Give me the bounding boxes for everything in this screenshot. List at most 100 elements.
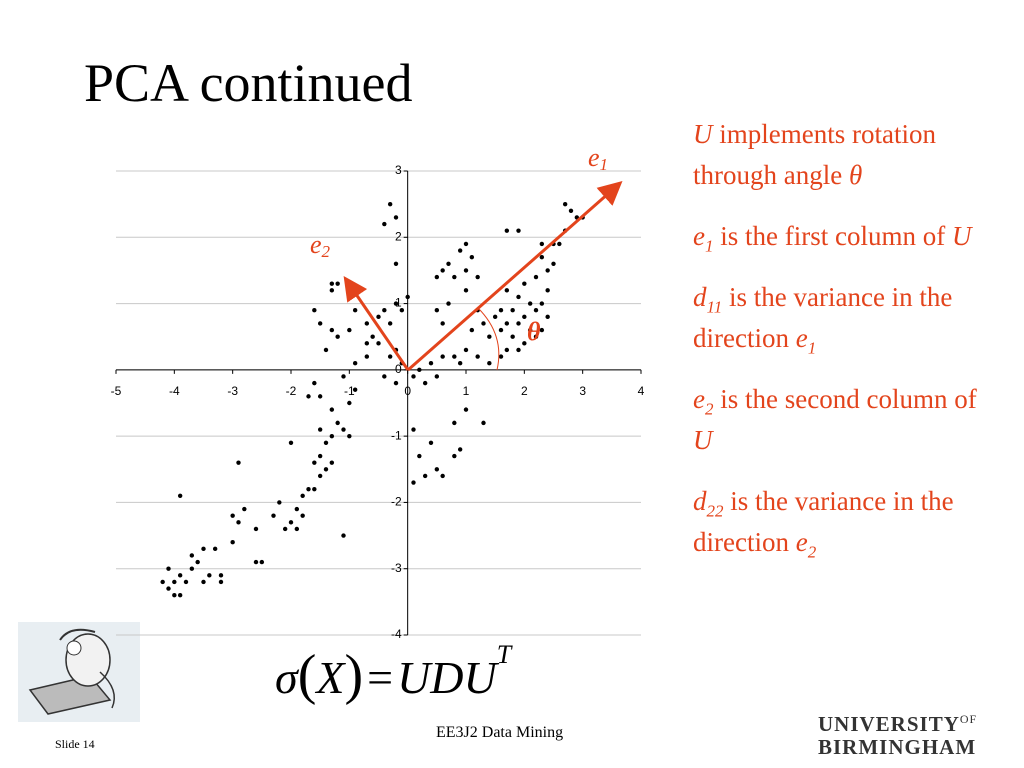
point: [440, 321, 445, 326]
point: [463, 347, 469, 353]
point: [347, 400, 352, 406]
point: [364, 341, 370, 346]
point: [352, 308, 358, 313]
point: [317, 473, 323, 479]
point: [428, 440, 434, 445]
point: [253, 526, 259, 532]
point: [510, 308, 515, 313]
y-tick-label: 2: [395, 229, 402, 243]
point: [463, 268, 469, 273]
plot: -4 -3 -2 -1 0 1 2 3 -5 -4 -3 -2 -1 0 1 2 3 4: [111, 163, 645, 641]
theta-arc: [477, 307, 500, 371]
point: [294, 526, 300, 532]
bullet: e2 is the second column of U: [693, 384, 977, 455]
point: [177, 493, 183, 498]
point: [300, 513, 305, 518]
point: [498, 354, 504, 359]
e2-arrow: [343, 276, 410, 371]
bullet: d11 is the variance in the direction e1: [693, 282, 953, 358]
point: [568, 208, 574, 213]
point: [376, 341, 381, 346]
point: [364, 321, 370, 326]
point: [469, 327, 475, 333]
point: [387, 354, 393, 359]
point: [487, 334, 492, 339]
point: [434, 274, 440, 280]
point: [300, 493, 305, 498]
point: [271, 513, 276, 518]
point: [452, 354, 457, 359]
point: [183, 579, 189, 585]
x-tick-label: 0: [404, 384, 411, 398]
y-tick-label: -1: [391, 428, 402, 442]
point: [422, 473, 428, 479]
point: [417, 453, 422, 459]
point: [282, 526, 288, 532]
point: [527, 301, 533, 306]
y-tick-label: -2: [391, 495, 402, 509]
point: [504, 347, 510, 353]
slide-number: Slide 14: [55, 737, 95, 751]
university-logo: UNIVERSITYOF BIRMINGHAM: [818, 712, 978, 759]
point: [539, 241, 545, 247]
bullet-list: U implements rotation through angle θ e1…: [693, 114, 993, 583]
point: [317, 394, 323, 399]
point: [172, 593, 177, 598]
y-tick-label: -4: [391, 627, 402, 641]
point: [317, 453, 323, 459]
point: [189, 566, 195, 571]
x-tick-label: 4: [638, 384, 645, 398]
point: [504, 321, 510, 326]
point: [393, 261, 399, 266]
point: [457, 447, 463, 452]
point: [393, 380, 399, 386]
point: [393, 301, 399, 306]
y-tick-label: 3: [395, 163, 402, 177]
x-tick-label: 2: [521, 384, 528, 398]
formula: σ(X)=UDUT: [275, 640, 512, 706]
point: [539, 301, 545, 306]
point: [539, 254, 545, 260]
point: [446, 261, 451, 266]
point: [160, 579, 165, 585]
point: [562, 201, 568, 207]
point: [481, 321, 486, 326]
point: [522, 281, 527, 286]
point: [387, 201, 393, 207]
point: [516, 294, 521, 300]
point: [166, 586, 171, 591]
point: [440, 473, 445, 479]
point: [463, 241, 469, 247]
point: [440, 354, 445, 359]
point: [341, 533, 346, 538]
point: [288, 440, 294, 445]
annotation: e1: [588, 143, 608, 174]
point: [492, 314, 498, 320]
point: [347, 327, 352, 333]
bullet: d22 is the variance in the direction e2: [693, 486, 954, 562]
point: [177, 593, 183, 598]
point: [510, 334, 515, 339]
point: [457, 248, 463, 253]
pca-arrows: e1 e2 θ: [310, 143, 623, 372]
x-tick-label: -1: [344, 384, 355, 398]
point: [312, 486, 317, 492]
point: [516, 347, 521, 353]
point: [533, 308, 539, 313]
point: [533, 274, 539, 280]
point: [411, 427, 416, 432]
point: [335, 334, 340, 339]
point: [306, 486, 311, 492]
point: [323, 467, 329, 472]
bullet: U implements rotation through angle θ: [693, 119, 936, 190]
point: [475, 354, 480, 359]
x-tick-label: 3: [579, 384, 586, 398]
point: [504, 288, 510, 293]
point: [463, 288, 469, 293]
point: [440, 268, 445, 273]
point: [434, 308, 440, 313]
point: [242, 506, 247, 512]
point: [312, 460, 317, 465]
point: [411, 374, 416, 379]
